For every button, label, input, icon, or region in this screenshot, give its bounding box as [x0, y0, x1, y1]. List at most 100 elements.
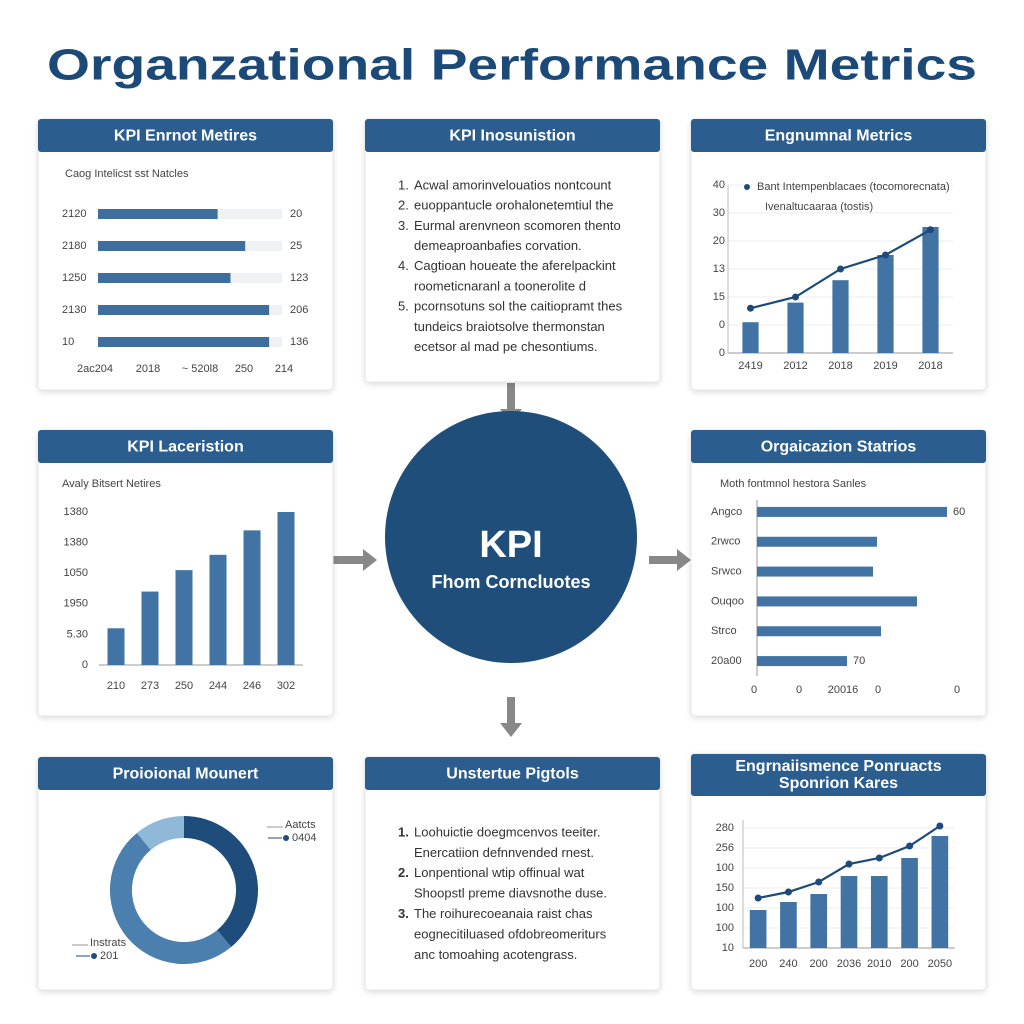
legend-label: Aatcts — [285, 819, 316, 831]
panel-header — [365, 119, 660, 152]
y-tick-label: 10 — [722, 942, 734, 954]
line-point — [815, 878, 823, 886]
bar — [98, 273, 231, 283]
item-number: 4. — [398, 258, 409, 273]
panel-title: Sponrion Kares — [779, 775, 898, 792]
x-tick-label: 273 — [141, 680, 159, 692]
category-label: 2130 — [62, 304, 86, 316]
item-text: anc tomoahing acotengrass. — [414, 947, 577, 962]
x-label: 20016 — [828, 684, 859, 696]
bar — [870, 876, 888, 948]
panel-title: KPI Inosunistion — [449, 128, 575, 145]
x-tick-label: 2419 — [738, 360, 762, 372]
legend-label: Ivenaltucaaraa (tostis) — [765, 201, 873, 213]
x-tick-label: 2018 — [828, 360, 852, 372]
line-point — [837, 265, 844, 273]
bar — [209, 554, 227, 665]
item-text: Acwal amorinvelouatios nontcount — [414, 177, 612, 192]
x-label: 214 — [275, 363, 293, 375]
item-text: ecetsor al mad pe chesontiums. — [414, 339, 598, 354]
x-tick-label: 200 — [749, 958, 767, 970]
panel-title: Proioional Mounert — [113, 766, 259, 783]
panel-header — [691, 119, 986, 152]
item-number: 5. — [398, 299, 409, 314]
panel-header — [691, 430, 986, 463]
end-label: 60 — [953, 506, 965, 518]
item-number: 3. — [398, 218, 409, 233]
category-label: 1250 — [62, 272, 86, 284]
bar — [141, 591, 159, 665]
donut-segment — [136, 816, 184, 850]
panel-title: Engrnaiismence Ponruacts — [735, 758, 941, 775]
x-label: 0 — [875, 684, 881, 696]
y-tick-label: 150 — [716, 882, 734, 894]
bar — [757, 566, 873, 577]
category-label: Strco — [711, 625, 737, 637]
y-tick-label: 100 — [716, 922, 734, 934]
x-tick-label: 2018 — [918, 360, 942, 372]
center-circle — [385, 411, 637, 663]
arrow-right — [649, 549, 691, 571]
legend-marker — [744, 184, 750, 190]
item-number: 2. — [398, 198, 409, 213]
x-label: 2ac204 — [77, 363, 113, 375]
line-point — [754, 894, 762, 902]
x-label: 2018 — [136, 363, 160, 375]
line-point — [906, 842, 914, 850]
item-number: 1. — [398, 824, 409, 839]
end-label: 70 — [853, 655, 865, 667]
bar — [810, 894, 828, 948]
item-text: Shoopstl preme diavsnothe duse. — [414, 886, 607, 901]
y-tick-label: 1950 — [64, 598, 88, 610]
line-point — [882, 251, 889, 259]
y-tick-label: 15 — [713, 291, 725, 303]
item-text: demeaproanbafies corvation. — [414, 238, 582, 253]
item-number: 3. — [398, 906, 409, 921]
y-tick-label: 1380 — [64, 506, 88, 518]
line-point — [792, 293, 799, 301]
panel-header — [38, 757, 333, 790]
line-point — [784, 888, 792, 896]
bar — [107, 628, 125, 665]
bar — [742, 322, 759, 353]
bar — [749, 910, 767, 948]
bar — [901, 858, 918, 948]
panel-header — [365, 757, 660, 790]
bar — [98, 209, 218, 219]
x-tick-label: 2019 — [873, 360, 897, 372]
line-point — [927, 226, 934, 234]
x-tick-label: 2012 — [783, 360, 807, 372]
chart-subtitle: Avaly Bitsert Netires — [62, 478, 161, 490]
x-label: 250 — [235, 363, 253, 375]
bar — [98, 337, 270, 347]
arrow-down — [500, 697, 522, 737]
x-tick-label: 200 — [900, 958, 918, 970]
legend-marker — [91, 953, 97, 959]
chart-subtitle: Caog Intelicst sst Natcles — [65, 168, 189, 180]
x-tick-label: 210 — [107, 680, 125, 692]
category-label: 2180 — [62, 240, 86, 252]
bar — [243, 530, 261, 665]
end-label: 136 — [290, 336, 308, 348]
donut-segment — [109, 832, 232, 965]
item-text: Eurmal arenvneon scomoren thento — [414, 218, 621, 233]
bar — [931, 836, 949, 948]
item-text: tundeics braiotsolve thermonstan — [414, 319, 605, 334]
panel-header — [38, 119, 333, 152]
line-point — [845, 860, 853, 868]
x-label: ~ 520l8 — [182, 363, 218, 375]
bar — [757, 506, 947, 517]
center-subtitle: Fhom Corncluotes — [431, 572, 590, 592]
x-label: 0 — [796, 684, 802, 696]
bar — [98, 241, 246, 251]
x-label: 0 — [954, 684, 960, 696]
y-tick-label: 5.30 — [67, 628, 88, 640]
y-tick-label: 40 — [713, 179, 725, 191]
end-label: 206 — [290, 304, 308, 316]
x-tick-label: 302 — [277, 680, 295, 692]
bar — [277, 512, 295, 665]
panel-header — [38, 430, 333, 463]
x-tick-label: 2010 — [867, 958, 891, 970]
bar — [757, 596, 917, 607]
